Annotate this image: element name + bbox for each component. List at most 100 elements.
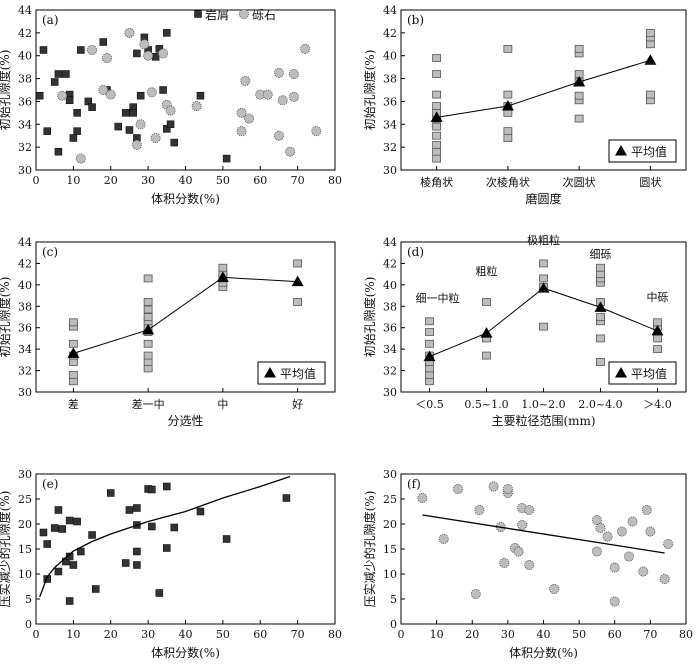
y-tick-label: 20 [383, 518, 397, 531]
data-point [54, 147, 63, 156]
data-point [155, 589, 164, 597]
data-point [68, 377, 78, 386]
data-point [163, 29, 171, 37]
data-point [293, 298, 303, 306]
x-tick-label: 60 [608, 628, 622, 641]
data-point [574, 114, 584, 123]
x-tick-label: 10 [66, 174, 80, 187]
data-point [129, 109, 137, 117]
data-point [143, 339, 153, 348]
data-point [222, 535, 231, 543]
y-tick-label: 30 [18, 468, 32, 481]
y-tick-label: 36 [18, 322, 32, 335]
legend-box [608, 139, 677, 163]
data-point [513, 546, 524, 557]
y-tick-label: 20 [18, 518, 32, 531]
x-tick-label: 圆状 [639, 175, 661, 189]
series-1 [35, 29, 231, 163]
mean-point [430, 111, 443, 122]
data-point [54, 506, 63, 514]
data-point [503, 127, 513, 136]
series-2 [422, 514, 665, 554]
data-point [645, 28, 655, 37]
category-annotation: 细砾 [590, 248, 612, 261]
data-point [196, 91, 205, 100]
data-point [539, 274, 548, 283]
data-point [58, 525, 66, 533]
y-tick-label: 30 [18, 164, 32, 177]
data-point [68, 318, 78, 327]
data-point [474, 504, 485, 515]
plot-frame [400, 9, 687, 171]
x-tick-label: ＞4.0 [643, 398, 672, 411]
data-point [425, 377, 434, 386]
data-point [50, 524, 59, 532]
y-tick-label: 42 [383, 257, 397, 270]
y-tick-label: 10 [18, 568, 32, 581]
data-point [432, 70, 442, 78]
x-tick-label: 60 [253, 174, 267, 187]
data-point [524, 504, 535, 515]
data-point [488, 481, 499, 492]
data-point [125, 126, 134, 134]
y-tick-label: 25 [383, 493, 397, 506]
chart-panel-4: 30 32 34 36 38 40 42 44 ＜0.5 0.5~1.0 1.0~2.0 2.0~4.… [362, 233, 687, 428]
data-point [143, 351, 153, 360]
y-tick-label: 44 [18, 4, 32, 17]
legend-label: 平均值 [631, 366, 667, 381]
data-point [133, 504, 141, 512]
series-1 [417, 481, 674, 607]
mean-point [594, 301, 607, 312]
mean-point [615, 367, 627, 378]
data-point [240, 75, 251, 86]
mean-point [537, 282, 550, 293]
data-point [124, 27, 135, 38]
y-axis-label: 初始孔隙度(%) [0, 277, 12, 358]
data-point [131, 139, 142, 150]
data-point [282, 494, 291, 502]
series-2 [39, 475, 291, 598]
data-point [591, 546, 602, 557]
y-tick-label: 38 [18, 73, 32, 86]
data-point [503, 44, 513, 53]
data-point [524, 560, 535, 571]
panel-label: (f) [407, 477, 421, 491]
data-point [574, 44, 584, 53]
data-point [218, 263, 228, 272]
data-point [139, 39, 150, 50]
data-point [65, 552, 74, 561]
data-point [549, 584, 560, 595]
legend: 平均值 [608, 139, 677, 163]
chart-panel-5: 0 5 10 15 20 25 30 0 10 20 30 40 50 60 70 80 体积分数(%) 压实减少… [0, 468, 342, 660]
data-point [482, 351, 491, 360]
data-point [39, 528, 48, 537]
data-point [98, 85, 109, 96]
mean-point [142, 323, 155, 335]
data-point [653, 345, 662, 354]
data-point [114, 122, 122, 131]
data-point [107, 489, 115, 497]
y-axis-label: 初始孔隙度(%) [0, 50, 12, 131]
x-axis-label: 磨圆度 [525, 191, 561, 206]
mean-point [291, 275, 304, 287]
data-point [539, 322, 548, 331]
data-point [151, 53, 160, 61]
mean-point [573, 76, 586, 87]
y-tick-label: 40 [18, 50, 32, 63]
data-point [77, 46, 85, 54]
data-point [425, 370, 434, 379]
data-point [432, 54, 442, 62]
data-point [609, 562, 620, 573]
y-tick-label: 40 [383, 279, 397, 292]
data-point [293, 259, 303, 268]
data-point [191, 101, 202, 112]
category-annotation: 极粗粒 [527, 233, 560, 247]
data-point [653, 318, 662, 327]
series-2 [423, 282, 664, 362]
data-point [69, 134, 78, 142]
data-point [125, 506, 134, 514]
data-point [62, 70, 70, 78]
y-tick-label: 15 [383, 543, 397, 556]
x-tick-label: 10 [430, 628, 444, 641]
data-point [517, 520, 528, 531]
